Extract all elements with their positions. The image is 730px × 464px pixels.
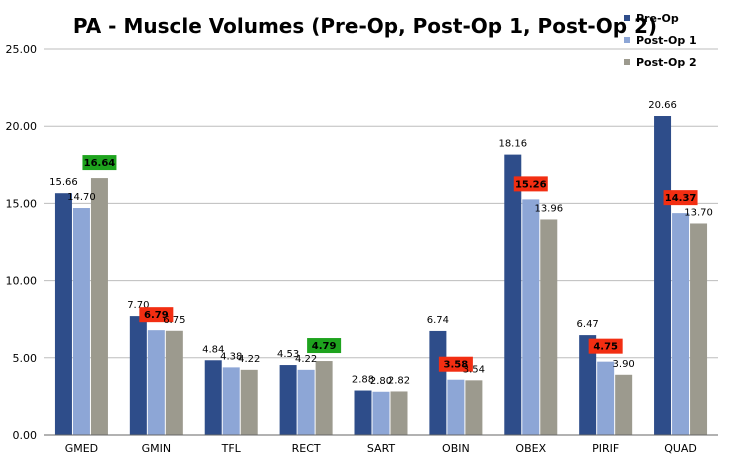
data-label: 2.88 (352, 375, 374, 386)
data-label: 14.70 (67, 192, 96, 203)
x-tick-label: QUAD (664, 442, 697, 455)
x-tick-label: PIRIF (592, 442, 619, 455)
y-tick-label: 5.00 (13, 352, 38, 365)
bar-tfl-pre-op (204, 360, 222, 435)
data-label: 13.96 (534, 203, 563, 214)
bar-obex-post-op-1 (522, 199, 540, 435)
legend-item: Post-Op 1 (636, 34, 697, 47)
bar-obex-pre-op (504, 154, 522, 435)
bar-gmed-post-op-2 (90, 178, 108, 435)
x-tick-label: SART (367, 442, 396, 455)
data-label: 6.74 (427, 315, 449, 326)
highlight-badge (139, 307, 174, 323)
data-label: 6.75 (163, 315, 185, 326)
legend: Pre-Op Post-Op 1 Post-Op 2 (624, 12, 697, 69)
highlight-badge (438, 356, 473, 372)
highlight-badge (513, 176, 548, 192)
bar-pirif-post-op-1 (597, 361, 615, 435)
legend-item: Post-Op 2 (636, 56, 697, 69)
data-label: 4.53 (277, 349, 299, 360)
bar-quad-post-op-1 (672, 213, 690, 435)
bar-rect-post-op-1 (297, 369, 315, 435)
data-label: 16.64 (84, 158, 116, 169)
bar-rect-pre-op (279, 365, 297, 435)
y-tick-label: 20.00 (6, 120, 38, 133)
legend-swatch (624, 15, 630, 21)
bar-obin-post-op-2 (465, 380, 483, 435)
data-label: 20.66 (648, 100, 677, 111)
data-label: 6.47 (577, 319, 599, 330)
data-label: 2.80 (370, 376, 392, 387)
data-label: 18.16 (498, 139, 527, 150)
bar-obex-post-op-2 (540, 219, 558, 435)
bar-gmed-post-op-1 (72, 208, 90, 435)
x-tick-label: OBIN (442, 442, 470, 455)
highlight-badge (82, 155, 117, 171)
data-label: 6.79 (144, 310, 169, 321)
bar-pirif-pre-op (579, 335, 597, 435)
data-label: 4.22 (295, 354, 317, 365)
data-label: 4.22 (238, 354, 260, 365)
data-label: 2.82 (388, 375, 410, 386)
bar-gmin-post-op-2 (165, 330, 183, 435)
y-tick-label: 10.00 (6, 275, 38, 288)
legend-swatch (624, 59, 630, 65)
bar-rect-post-op-2 (315, 361, 333, 435)
data-label: 14.37 (665, 193, 697, 204)
bar-gmin-pre-op (129, 316, 147, 435)
data-label: 13.70 (684, 207, 713, 218)
bar-sart-post-op-1 (372, 391, 390, 435)
bar-gmed-pre-op (54, 193, 72, 435)
chart-title: PA - Muscle Volumes (Pre-Op, Post-Op 1, … (73, 14, 657, 38)
bar-pirif-post-op-2 (615, 374, 633, 435)
legend-item: Pre-Op (636, 12, 679, 25)
x-tick-label: GMIN (142, 442, 172, 455)
legend-swatch (624, 37, 630, 43)
x-tick-label: RECT (292, 442, 321, 455)
bar-tfl-post-op-1 (222, 367, 240, 435)
bar-tfl-post-op-2 (240, 369, 258, 435)
bar-quad-pre-op (654, 116, 672, 436)
x-tick-label: GMED (65, 442, 98, 455)
bar-layer (54, 116, 708, 436)
y-tick-label: 15.00 (6, 197, 38, 210)
x-tick-label: OBEX (515, 442, 546, 455)
axis-layer: 0.00 5.00 10.00 15.00 20.00 25.00 GMED GMIN TFL R… (6, 43, 718, 455)
data-label: 3.54 (463, 364, 485, 375)
grid-layer (44, 48, 718, 359)
bar-obin-post-op-1 (447, 379, 465, 435)
bar-quad-post-op-2 (690, 223, 708, 435)
data-label: 4.79 (312, 341, 337, 352)
data-label: 4.38 (220, 351, 242, 362)
data-label: 4.75 (593, 342, 618, 353)
highlight-badge (588, 338, 623, 354)
bar-gmin-post-op-1 (147, 330, 165, 435)
highlight-badge (663, 190, 698, 206)
highlight-badge (307, 338, 342, 354)
data-label: 4.84 (202, 344, 224, 355)
y-tick-label: 0.00 (13, 429, 38, 442)
data-label: 15.26 (515, 179, 547, 190)
data-label: 15.66 (49, 177, 78, 188)
data-label: 3.90 (613, 359, 635, 370)
y-tick-label: 25.00 (6, 43, 38, 56)
data-label: 7.70 (127, 300, 149, 311)
bar-sart-pre-op (354, 390, 372, 435)
bar-obin-pre-op (429, 330, 447, 435)
x-tick-label: TFL (221, 442, 242, 455)
bar-sart-post-op-2 (390, 391, 408, 435)
data-label: 3.58 (444, 360, 469, 371)
